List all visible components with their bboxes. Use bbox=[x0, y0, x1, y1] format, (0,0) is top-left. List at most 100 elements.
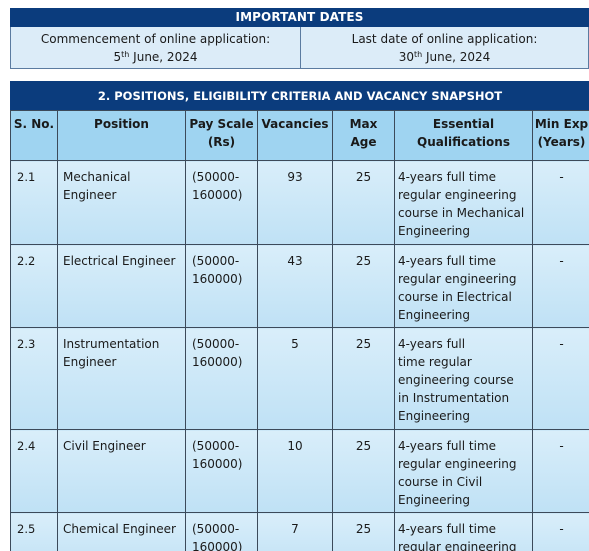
table-row: 2.5 Chemical Engineer (50000- 160000) 7 25 4-y… bbox=[10, 512, 589, 551]
cell-position-line: Civil Engineer bbox=[63, 439, 146, 453]
cell-pay-scale: (50000- 160000) bbox=[185, 327, 258, 430]
cell-position-line: Instrumentation bbox=[63, 337, 160, 351]
cell-qualification-line: Engineering bbox=[398, 224, 470, 238]
cell-qualification-line: course in Mechanical bbox=[398, 206, 525, 220]
cell-pay-scale-line: 160000) bbox=[192, 355, 243, 369]
cell-qualification-line: 4-years full time bbox=[398, 254, 497, 268]
cell-position-line: Chemical Engineer bbox=[63, 522, 176, 536]
cell-min-exp: - bbox=[532, 512, 589, 551]
table-row: 2.4 Civil Engineer (50000- 160000) 10 25 4-yea… bbox=[10, 429, 589, 513]
cell-pay-scale-line: (50000- bbox=[192, 439, 240, 453]
cell-position: Instrumentation Engineer bbox=[57, 327, 186, 430]
header-min-exp: Min Exp (Years) bbox=[532, 110, 589, 161]
cell-max-age: 25 bbox=[332, 512, 395, 551]
commencement-day: 5 bbox=[113, 50, 122, 64]
cell-vacancies: 10 bbox=[257, 429, 333, 513]
cell-max-age: 25 bbox=[332, 429, 395, 513]
table-row: 2.1 Mechanical Engineer (50000- 160000) 93 25 4… bbox=[10, 160, 589, 245]
cell-qualification: 4-years full time regular engineering cour… bbox=[394, 327, 533, 430]
cell-qualification: 4-years full time regular engineering cour… bbox=[394, 429, 533, 513]
cell-pay-scale: (50000- 160000) bbox=[185, 429, 258, 513]
cell-vacancies: 93 bbox=[257, 160, 333, 245]
commencement-label: Commencement of online application: bbox=[40, 32, 271, 46]
cell-qualification: 4-years full time regular engineering bbox=[394, 512, 533, 551]
cell-position-line: Engineer bbox=[63, 355, 117, 369]
cell-max-age: 25 bbox=[332, 244, 395, 328]
cell-qualification-line: regular engineering bbox=[398, 457, 517, 471]
cell-qualification-line: 4-years full time bbox=[398, 439, 497, 453]
cell-qualification-line: regular engineering bbox=[398, 540, 517, 551]
cell-min-exp: - bbox=[532, 244, 589, 328]
cell-qualification-line: Engineering bbox=[398, 409, 470, 423]
important-dates-row: Commencement of online application: 5th … bbox=[10, 27, 589, 69]
cell-qualification-line: regular engineering bbox=[398, 272, 517, 286]
cell-qualification-line: regular engineering bbox=[398, 188, 517, 202]
cell-pay-scale-line: 160000) bbox=[192, 272, 243, 286]
cell-pay-scale-line: (50000- bbox=[192, 337, 240, 351]
header-sno: S. No. bbox=[10, 110, 58, 161]
cell-sno: 2.1 bbox=[10, 160, 58, 245]
cell-pay-scale-line: (50000- bbox=[192, 170, 240, 184]
important-dates-block: IMPORTANT DATES Commencement of online a… bbox=[10, 8, 589, 69]
header-position: Position bbox=[57, 110, 186, 161]
cell-position-line: Electrical Engineer bbox=[63, 254, 176, 268]
cell-pay-scale-line: (50000- bbox=[192, 522, 240, 536]
commencement-date: 5th June, 2024 bbox=[11, 48, 300, 66]
commencement-date-cell: Commencement of online application: 5th … bbox=[11, 27, 301, 68]
cell-qualification-line: course in Electrical bbox=[398, 290, 512, 304]
cell-max-age: 25 bbox=[332, 160, 395, 245]
last-date: 30th June, 2024 bbox=[301, 48, 588, 66]
cell-max-age: 25 bbox=[332, 327, 395, 430]
cell-position-line: Mechanical bbox=[63, 170, 131, 184]
cell-position: Chemical Engineer bbox=[57, 512, 186, 551]
cell-qualification-line: 4-years full time bbox=[398, 522, 497, 536]
last-date-day-suffix: th bbox=[413, 50, 423, 59]
important-dates-title: IMPORTANT DATES bbox=[10, 8, 589, 27]
commencement-month-year: June, 2024 bbox=[129, 50, 198, 64]
header-vacancies: Vacancies bbox=[257, 110, 333, 161]
cell-qualification-line: engineering course bbox=[398, 373, 514, 387]
cell-qualification-line: Engineering bbox=[398, 493, 470, 507]
table-header-row: S. No. Position Pay Scale (Rs) Vacancies … bbox=[10, 110, 589, 161]
cell-qualification-line: course in Civil bbox=[398, 475, 483, 489]
last-date-label: Last date of online application: bbox=[351, 32, 538, 46]
cell-position: Mechanical Engineer bbox=[57, 160, 186, 245]
cell-pay-scale-line: 160000) bbox=[192, 540, 243, 551]
cell-pay-scale-line: 160000) bbox=[192, 457, 243, 471]
cell-min-exp: - bbox=[532, 429, 589, 513]
table-body: 2.1 Mechanical Engineer (50000- 160000) 93 25 4… bbox=[10, 160, 589, 551]
section-title: 2. POSITIONS, ELIGIBILITY CRITERIA AND V… bbox=[10, 81, 589, 110]
cell-sno: 2.2 bbox=[10, 244, 58, 328]
commencement-day-suffix: th bbox=[121, 50, 130, 59]
positions-section: 2. POSITIONS, ELIGIBILITY CRITERIA AND V… bbox=[10, 81, 589, 551]
cell-pay-scale-line: 160000) bbox=[192, 188, 243, 202]
cell-qualification-line: 4-years full bbox=[398, 337, 466, 351]
cell-position: Electrical Engineer bbox=[57, 244, 186, 328]
cell-sno: 2.3 bbox=[10, 327, 58, 430]
cell-pay-scale-line: (50000- bbox=[192, 254, 240, 268]
cell-vacancies: 5 bbox=[257, 327, 333, 430]
header-pay-scale: Pay Scale (Rs) bbox=[185, 110, 258, 161]
header-max-age: Max Age bbox=[332, 110, 395, 161]
cell-qualification: 4-years full time regular engineering cour… bbox=[394, 160, 533, 245]
cell-qualification-line: Engineering bbox=[398, 308, 470, 322]
last-date-cell: Last date of online application: 30th Ju… bbox=[301, 27, 589, 68]
cell-pay-scale: (50000- 160000) bbox=[185, 160, 258, 245]
cell-qualification: 4-years full time regular engineering cour… bbox=[394, 244, 533, 328]
cell-position: Civil Engineer bbox=[57, 429, 186, 513]
cell-pay-scale: (50000- 160000) bbox=[185, 244, 258, 328]
cell-vacancies: 7 bbox=[257, 512, 333, 551]
cell-min-exp: - bbox=[532, 160, 589, 245]
cell-sno: 2.5 bbox=[10, 512, 58, 551]
cell-qualification-line: in Instrumentation bbox=[398, 391, 510, 405]
cell-vacancies: 43 bbox=[257, 244, 333, 328]
header-qualifications: Essential Qualifications bbox=[394, 110, 533, 161]
cell-qualification-line: 4-years full time bbox=[398, 170, 497, 184]
last-date-month-year: June, 2024 bbox=[422, 50, 491, 64]
cell-qualification-line: time regular bbox=[398, 355, 472, 369]
table-row: 2.3 Instrumentation Engineer (50000- 160000)… bbox=[10, 327, 589, 430]
cell-position-line: Engineer bbox=[63, 188, 117, 202]
cell-pay-scale: (50000- 160000) bbox=[185, 512, 258, 551]
positions-table: S. No. Position Pay Scale (Rs) Vacancies … bbox=[10, 110, 589, 551]
